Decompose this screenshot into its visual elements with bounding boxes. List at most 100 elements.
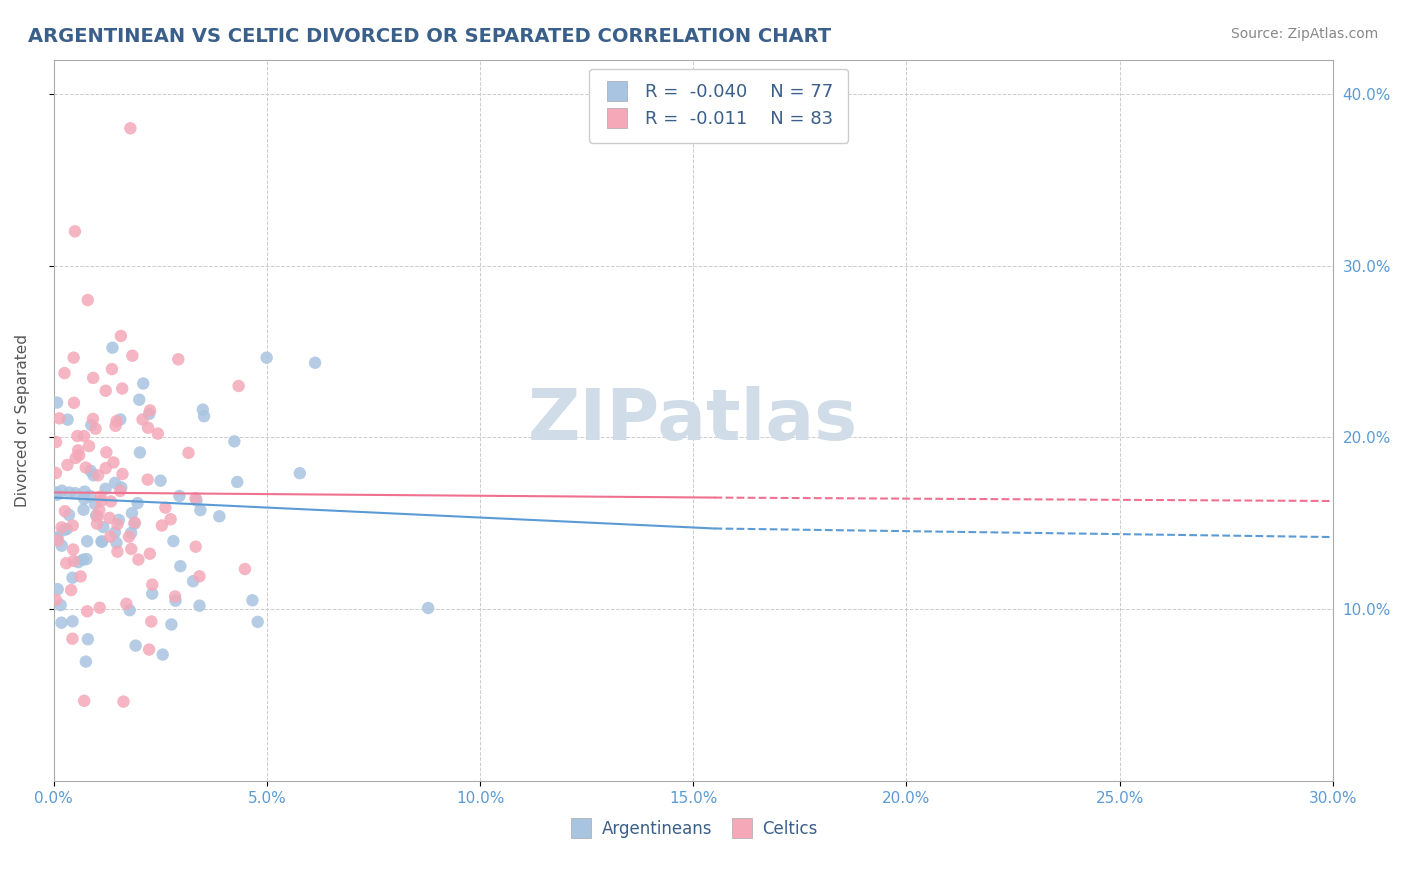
Point [181, 574, 204, 589]
Point [76, 604, 98, 618]
Point [45, 485, 67, 500]
Point [89, 490, 111, 504]
Point [77, 439, 100, 453]
Point [45, 593, 67, 607]
Point [86, 516, 108, 531]
Point [49, 598, 72, 612]
Point [208, 509, 231, 524]
Point [46, 395, 69, 409]
Point [141, 615, 163, 629]
Point [46, 582, 69, 597]
Point [91, 520, 114, 534]
Point [84, 508, 107, 523]
Point [63, 224, 86, 238]
Point [139, 403, 162, 417]
Point [127, 552, 149, 566]
Point [169, 559, 191, 574]
Point [98, 530, 121, 544]
Point [138, 642, 160, 657]
Point [105, 536, 128, 550]
Point [51, 520, 73, 534]
Point [118, 530, 141, 544]
Point [103, 455, 125, 469]
Point [76, 632, 98, 647]
Point [91, 534, 114, 549]
Point [127, 496, 149, 510]
Point [94, 384, 117, 398]
Point [80, 417, 103, 432]
Point [186, 493, 208, 508]
Point [89, 503, 111, 517]
Point [104, 475, 127, 490]
Text: ARGENTINEAN VS CELTIC DIVORCED OR SEPARATED CORRELATION CHART: ARGENTINEAN VS CELTIC DIVORCED OR SEPARA… [28, 27, 831, 45]
Point [72, 502, 94, 516]
Point [228, 379, 250, 393]
Point [124, 639, 146, 653]
Point [160, 617, 183, 632]
Point [53, 504, 76, 518]
Point [101, 362, 124, 376]
Point [193, 409, 215, 424]
Point [120, 121, 142, 136]
Point [82, 468, 104, 483]
Point [72, 552, 94, 566]
Point [67, 448, 90, 462]
Point [188, 599, 211, 613]
Point [73, 491, 96, 506]
Point [150, 518, 173, 533]
Point [56, 458, 79, 472]
Point [108, 483, 131, 498]
Point [184, 540, 207, 554]
Point [152, 648, 174, 662]
Legend: Argentineans, Celtics: Argentineans, Celtics [562, 814, 824, 845]
Point [167, 352, 190, 367]
Point [256, 351, 278, 365]
Point [58, 485, 80, 500]
Point [165, 593, 187, 607]
Point [139, 547, 162, 561]
Point [87, 468, 110, 483]
Point [65, 486, 87, 500]
Text: ZIPatlas: ZIPatlas [529, 385, 858, 455]
Point [107, 544, 129, 558]
Point [191, 402, 214, 417]
Point [111, 382, 134, 396]
Point [120, 525, 142, 540]
Point [226, 475, 249, 489]
Point [79, 489, 101, 503]
Point [107, 517, 129, 532]
Point [165, 590, 187, 604]
Point [69, 569, 91, 583]
Point [418, 601, 440, 615]
Point [146, 426, 169, 441]
Point [62, 615, 84, 629]
Point [184, 491, 207, 506]
Point [51, 483, 73, 498]
Point [75, 552, 97, 566]
Point [76, 534, 98, 549]
Point [62, 632, 84, 646]
Point [155, 500, 177, 515]
Point [89, 600, 111, 615]
Point [138, 407, 160, 421]
Point [53, 366, 76, 380]
Point [110, 412, 132, 426]
Point [132, 376, 155, 391]
Point [115, 597, 138, 611]
Point [94, 461, 117, 475]
Point [129, 445, 152, 459]
Point [82, 412, 104, 426]
Point [112, 695, 135, 709]
Point [58, 508, 80, 522]
Point [84, 497, 107, 511]
Point [62, 542, 84, 557]
Point [46, 488, 69, 502]
Point [110, 329, 132, 343]
Point [100, 494, 122, 508]
Point [67, 555, 90, 569]
Point [94, 482, 117, 496]
Point [46, 530, 69, 544]
Point [141, 577, 163, 591]
Point [62, 351, 84, 365]
Point [128, 392, 150, 407]
